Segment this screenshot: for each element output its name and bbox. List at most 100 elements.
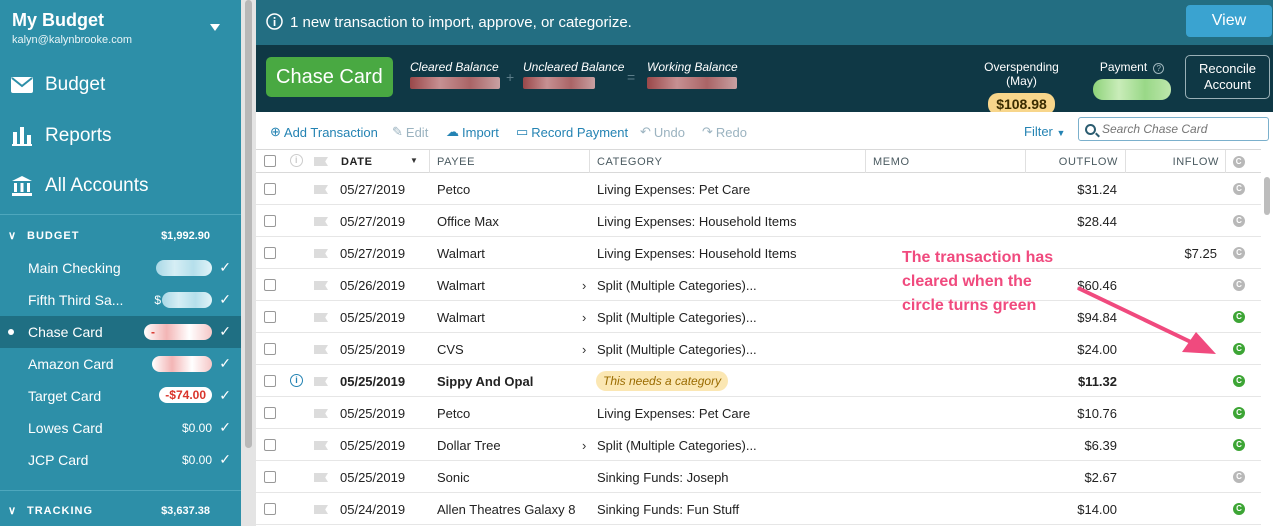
cell-date[interactable]: 05/25/2019	[340, 374, 406, 389]
flag-icon[interactable]	[314, 505, 328, 514]
row-checkbox[interactable]	[264, 247, 276, 259]
row-checkbox[interactable]	[264, 279, 276, 291]
table-row[interactable]: 05/24/2019 Allen Theatres Galaxy 8 Sinking…	[256, 493, 1261, 525]
cell-date[interactable]: 05/25/2019	[340, 470, 406, 485]
grid-scrollbar-thumb[interactable]	[1264, 177, 1270, 215]
cell-inflow[interactable]: $7.25	[1184, 246, 1217, 261]
column-date[interactable]: DATE	[341, 156, 373, 168]
sidebar-account-main-checking[interactable]: Main Checking ✓	[0, 252, 241, 284]
table-row[interactable]: 05/25/2019 Petco Living Expenses: Pet Care…	[256, 397, 1261, 429]
table-row[interactable]: 05/27/2019 Office Max Living Expenses: Hou…	[256, 205, 1261, 237]
cell-outflow[interactable]: $2.67	[1084, 470, 1117, 485]
cleared-circle-icon[interactable]: C	[1233, 343, 1245, 355]
flag-icon[interactable]	[314, 345, 328, 354]
cell-payee[interactable]: Petco	[437, 406, 471, 421]
cell-outflow[interactable]: $24.00	[1077, 342, 1117, 357]
search-field[interactable]	[1078, 117, 1269, 141]
import-button[interactable]: ☁ Import	[446, 124, 499, 140]
row-checkbox[interactable]	[264, 471, 276, 483]
undo-button[interactable]: ↶ Undo	[640, 124, 685, 140]
row-checkbox[interactable]	[264, 407, 276, 419]
table-row[interactable]: 05/25/2019 Sonic Sinking Funds: Joseph $2.6…	[256, 461, 1261, 493]
cell-date[interactable]: 05/25/2019	[340, 438, 406, 453]
add-transaction-button[interactable]: ⊕ Add Transaction	[270, 124, 378, 140]
nav-budget[interactable]: Budget	[10, 70, 105, 100]
cell-category[interactable]: Living Expenses: Pet Care	[597, 406, 751, 421]
cell-category[interactable]: Split (Multiple Categories)...	[597, 278, 757, 293]
sidebar-account-chase-card[interactable]: Chase Card - ✓	[0, 316, 241, 348]
record-payment-button[interactable]: ▭ Record Payment	[516, 124, 628, 140]
cell-outflow[interactable]: $14.00	[1077, 502, 1117, 517]
cell-payee[interactable]: Office Max	[437, 214, 499, 229]
edit-button[interactable]: ✎ Edit	[392, 124, 428, 140]
flag-icon[interactable]	[314, 281, 328, 290]
select-all-checkbox[interactable]	[264, 155, 276, 167]
row-checkbox[interactable]	[264, 439, 276, 451]
filter-button[interactable]: Filter ▼	[1024, 124, 1065, 139]
column-memo[interactable]: MEMO	[873, 156, 910, 168]
uncleared-circle-icon[interactable]: C	[1233, 471, 1245, 483]
row-checkbox[interactable]	[264, 503, 276, 515]
row-checkbox[interactable]	[264, 311, 276, 323]
cell-outflow[interactable]: $60.46	[1077, 278, 1117, 293]
table-row[interactable]: 05/25/2019 Dollar Tree › Split (Multiple Ca…	[256, 429, 1261, 461]
cell-payee[interactable]: Walmart	[437, 278, 485, 293]
sidebar-account-jcp-card[interactable]: JCP Card $0.00 ✓	[0, 444, 241, 476]
cell-payee[interactable]: Walmart	[437, 246, 485, 261]
budget-menu-caret-icon[interactable]	[210, 24, 220, 31]
flag-icon[interactable]	[314, 377, 328, 386]
chevron-right-icon[interactable]: ›	[582, 342, 587, 357]
flag-icon[interactable]	[314, 473, 328, 482]
column-outflow[interactable]: OUTFLOW	[1058, 156, 1118, 168]
flag-icon[interactable]	[314, 249, 328, 258]
cell-payee[interactable]: Sippy And Opal	[437, 374, 534, 389]
cell-date[interactable]: 05/25/2019	[340, 342, 406, 357]
grid-scrollbar[interactable]	[1261, 149, 1273, 526]
chevron-right-icon[interactable]: ›	[582, 310, 587, 325]
nav-reports[interactable]: Reports	[10, 121, 112, 151]
table-row[interactable]: i 05/25/2019 Sippy And Opal This needs a ca…	[256, 365, 1261, 397]
cell-outflow[interactable]: $94.84	[1077, 310, 1117, 325]
search-input[interactable]	[1102, 122, 1262, 136]
cell-payee[interactable]: Sonic	[437, 470, 470, 485]
budget-name[interactable]: My Budget	[12, 10, 104, 30]
cell-date[interactable]: 05/27/2019	[340, 214, 406, 229]
cell-outflow[interactable]: $6.39	[1084, 438, 1117, 453]
table-row[interactable]: 05/25/2019 Walmart › Split (Multiple Catego…	[256, 301, 1261, 333]
cell-category[interactable]: Living Expenses: Household Items	[597, 246, 797, 261]
sidebar-scrollbar-thumb[interactable]	[245, 0, 252, 448]
nav-all-accounts[interactable]: All Accounts	[10, 171, 149, 201]
cell-category[interactable]: Split (Multiple Categories)...	[597, 342, 757, 357]
row-checkbox[interactable]	[264, 215, 276, 227]
redo-button[interactable]: ↷ Redo	[702, 124, 747, 140]
sidebar-account-lowes-card[interactable]: Lowes Card $0.00 ✓	[0, 412, 241, 444]
cell-category[interactable]: Living Expenses: Household Items	[597, 214, 797, 229]
cell-category[interactable]: Sinking Funds: Fun Stuff	[597, 502, 740, 517]
uncleared-circle-icon[interactable]: C	[1233, 183, 1245, 195]
table-row[interactable]: 05/27/2019 Petco Living Expenses: Pet Care…	[256, 173, 1261, 205]
cell-date[interactable]: 05/27/2019	[340, 182, 406, 197]
cell-date[interactable]: 05/25/2019	[340, 406, 406, 421]
cleared-circle-icon[interactable]: C	[1233, 407, 1245, 419]
cell-date[interactable]: 05/27/2019	[340, 246, 406, 261]
cell-outflow[interactable]: $31.24	[1077, 182, 1117, 197]
chevron-right-icon[interactable]: ›	[582, 438, 587, 453]
sidebar-account-amazon-card[interactable]: Amazon Card ✓	[0, 348, 241, 380]
cell-date[interactable]: 05/26/2019	[340, 278, 406, 293]
flag-icon[interactable]	[314, 441, 328, 450]
cell-outflow[interactable]: $11.32	[1077, 374, 1117, 389]
cell-category-needs[interactable]: This needs a category	[596, 371, 729, 391]
tracking-group-header[interactable]: ∨ TRACKING $3,637.38	[0, 502, 241, 522]
flag-icon[interactable]	[314, 217, 328, 226]
cell-date[interactable]: 05/24/2019	[340, 502, 406, 517]
column-payee[interactable]: PAYEE	[437, 156, 476, 168]
cleared-circle-icon[interactable]: C	[1233, 503, 1245, 515]
uncleared-circle-icon[interactable]: C	[1233, 215, 1245, 227]
cell-payee[interactable]: Petco	[437, 182, 471, 197]
uncleared-circle-icon[interactable]: C	[1233, 247, 1245, 259]
cell-category[interactable]: Living Expenses: Pet Care	[597, 182, 751, 197]
cell-payee[interactable]: Walmart	[437, 310, 485, 325]
account-name-badge[interactable]: Chase Card	[266, 57, 393, 97]
table-row[interactable]: 05/25/2019 CVS › Split (Multiple Categories…	[256, 333, 1261, 365]
row-checkbox[interactable]	[264, 343, 276, 355]
